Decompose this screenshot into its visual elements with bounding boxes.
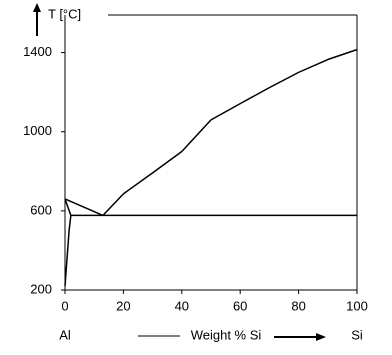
x-tick-label: 80 (291, 298, 305, 313)
x-left-label: Al (59, 327, 71, 342)
x-arrow-head (316, 333, 326, 341)
x-tick-label: 60 (233, 298, 247, 313)
x-tick-label: 0 (61, 298, 68, 313)
phase-line (64, 198, 104, 217)
y-tick-label: 600 (30, 202, 52, 217)
phase-line (64, 215, 72, 287)
y-tick-label: 1400 (23, 44, 52, 59)
y-arrow-head (33, 3, 41, 12)
x-right-label: Si (351, 327, 363, 342)
phase-line (64, 198, 72, 216)
y-tick-label: 200 (30, 281, 52, 296)
x-tick-label: 100 (346, 298, 368, 313)
y-axis-label: T [°C] (48, 6, 81, 21)
x-tick-label: 40 (175, 298, 189, 313)
phase-line (102, 48, 358, 216)
x-axis-label: Weight % Si (191, 327, 262, 342)
y-tick-label: 1000 (23, 123, 52, 138)
x-tick-label: 20 (116, 298, 130, 313)
